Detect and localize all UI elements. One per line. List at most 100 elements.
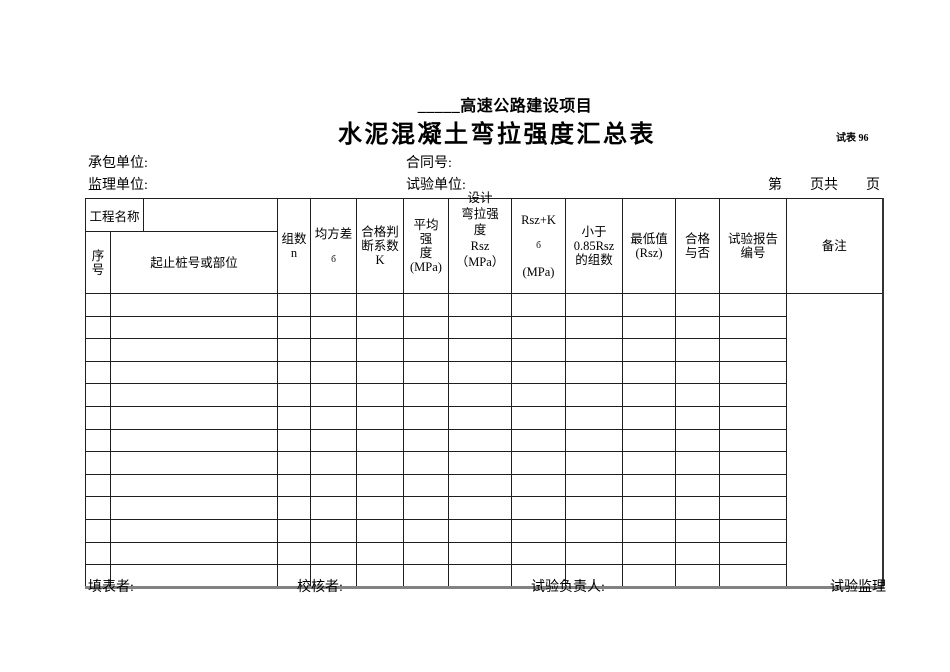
col-header-pass-coef: 合格判 断系数 K — [356, 198, 404, 294]
empty-cell — [356, 451, 404, 475]
empty-cell — [277, 428, 311, 453]
empty-cell — [719, 428, 787, 453]
remarks-cell — [786, 293, 883, 588]
empty-cell — [403, 315, 449, 340]
empty-cell — [675, 405, 720, 430]
empty-cell — [565, 405, 623, 430]
empty-cell — [565, 451, 623, 475]
preparer-label: 填表者: — [88, 580, 134, 595]
empty-cell — [622, 496, 676, 520]
empty-cell — [719, 338, 787, 362]
empty-cell — [310, 293, 357, 317]
table-row — [85, 338, 883, 362]
col-header-groups-label: 组数 n — [281, 232, 307, 260]
empty-cell — [448, 428, 512, 453]
empty-cell — [622, 564, 676, 588]
contractor-label: 承包单位: — [88, 156, 148, 171]
empty-cell — [277, 405, 311, 430]
empty-cell — [511, 541, 566, 566]
empty-cell — [356, 405, 404, 430]
empty-cell — [448, 496, 512, 520]
col-header-design-strength: 设计 弯拉强 度 Rsz （MPa） — [448, 191, 512, 294]
project-name-label: 工程名称 — [86, 199, 144, 232]
empty-cell — [110, 451, 278, 475]
empty-cell — [675, 496, 720, 520]
empty-cell — [403, 473, 449, 498]
empty-cell — [356, 383, 404, 407]
empty-cell — [719, 451, 787, 475]
empty-cell — [403, 518, 449, 543]
empty-cell — [85, 383, 111, 407]
empty-cell — [448, 293, 512, 317]
empty-cell — [277, 451, 311, 475]
empty-cell — [622, 405, 676, 430]
col-header-remarks: 备注 — [786, 198, 883, 294]
table-row — [85, 541, 883, 566]
empty-cell — [448, 564, 512, 588]
table-row — [85, 383, 883, 407]
empty-cell — [310, 541, 357, 566]
empty-cell — [110, 293, 278, 317]
empty-cell — [448, 518, 512, 543]
empty-cell — [110, 405, 278, 430]
col-header-avg-strength: 平均 强 度 (MPa) — [403, 198, 449, 294]
empty-cell — [403, 293, 449, 317]
col-header-std-dev-label: 均方差 — [314, 227, 353, 241]
empty-cell — [565, 338, 623, 362]
empty-cell — [110, 518, 278, 543]
col-header-seq: 序 号 — [85, 231, 111, 294]
empty-cell — [110, 428, 278, 453]
table-row — [85, 518, 883, 543]
empty-cell — [675, 360, 720, 385]
empty-cell — [719, 496, 787, 520]
empty-cell — [356, 315, 404, 340]
test-supervisor-label: 试验监理 — [830, 580, 886, 595]
empty-cell — [403, 496, 449, 520]
empty-cell — [565, 293, 623, 317]
empty-cell — [110, 315, 278, 340]
col-header-min-value: 最低值 (Rsz) — [622, 198, 676, 294]
col-header-rsz-plus-k: Rsz+K б (MPa) — [511, 198, 566, 294]
empty-cell — [356, 428, 404, 453]
col-header-remarks-label: 备注 — [821, 239, 847, 253]
empty-cell — [403, 405, 449, 430]
empty-cell — [310, 451, 357, 475]
empty-cell — [110, 473, 278, 498]
empty-cell — [277, 518, 311, 543]
empty-cell — [110, 360, 278, 385]
empty-cell — [622, 338, 676, 362]
empty-cell — [719, 293, 787, 317]
table-row — [85, 473, 883, 498]
empty-cell — [310, 473, 357, 498]
form-title: 水泥混凝土弯拉强度汇总表 — [338, 122, 656, 148]
project-name-cell: 工程名称 — [85, 197, 278, 233]
empty-cell — [719, 383, 787, 407]
empty-cell — [511, 518, 566, 543]
empty-cell — [356, 338, 404, 362]
empty-cell — [448, 360, 512, 385]
empty-cell — [403, 360, 449, 385]
col-header-groups-below: 小于 0.85Rsz 的组数 — [565, 198, 623, 294]
empty-cell — [448, 383, 512, 407]
empty-cell — [565, 473, 623, 498]
col-header-rsz-plus-k-unit: (MPa) — [522, 265, 555, 279]
empty-cell — [622, 518, 676, 543]
col-header-qualified-label: 合格 与否 — [684, 232, 710, 260]
empty-cell — [403, 383, 449, 407]
empty-cell — [85, 541, 111, 566]
empty-cell — [403, 451, 449, 475]
empty-cell — [403, 428, 449, 453]
empty-cell — [719, 564, 787, 588]
empty-cell — [110, 541, 278, 566]
empty-cell — [675, 293, 720, 317]
empty-cell — [85, 473, 111, 498]
empty-cell — [719, 541, 787, 566]
empty-cell — [310, 315, 357, 340]
empty-cell — [565, 518, 623, 543]
empty-cell — [719, 360, 787, 385]
empty-cell — [675, 541, 720, 566]
empty-cell — [675, 451, 720, 475]
col-header-stake: 起止桩号或部位 — [110, 231, 278, 294]
empty-cell — [85, 293, 111, 317]
empty-cell — [277, 541, 311, 566]
